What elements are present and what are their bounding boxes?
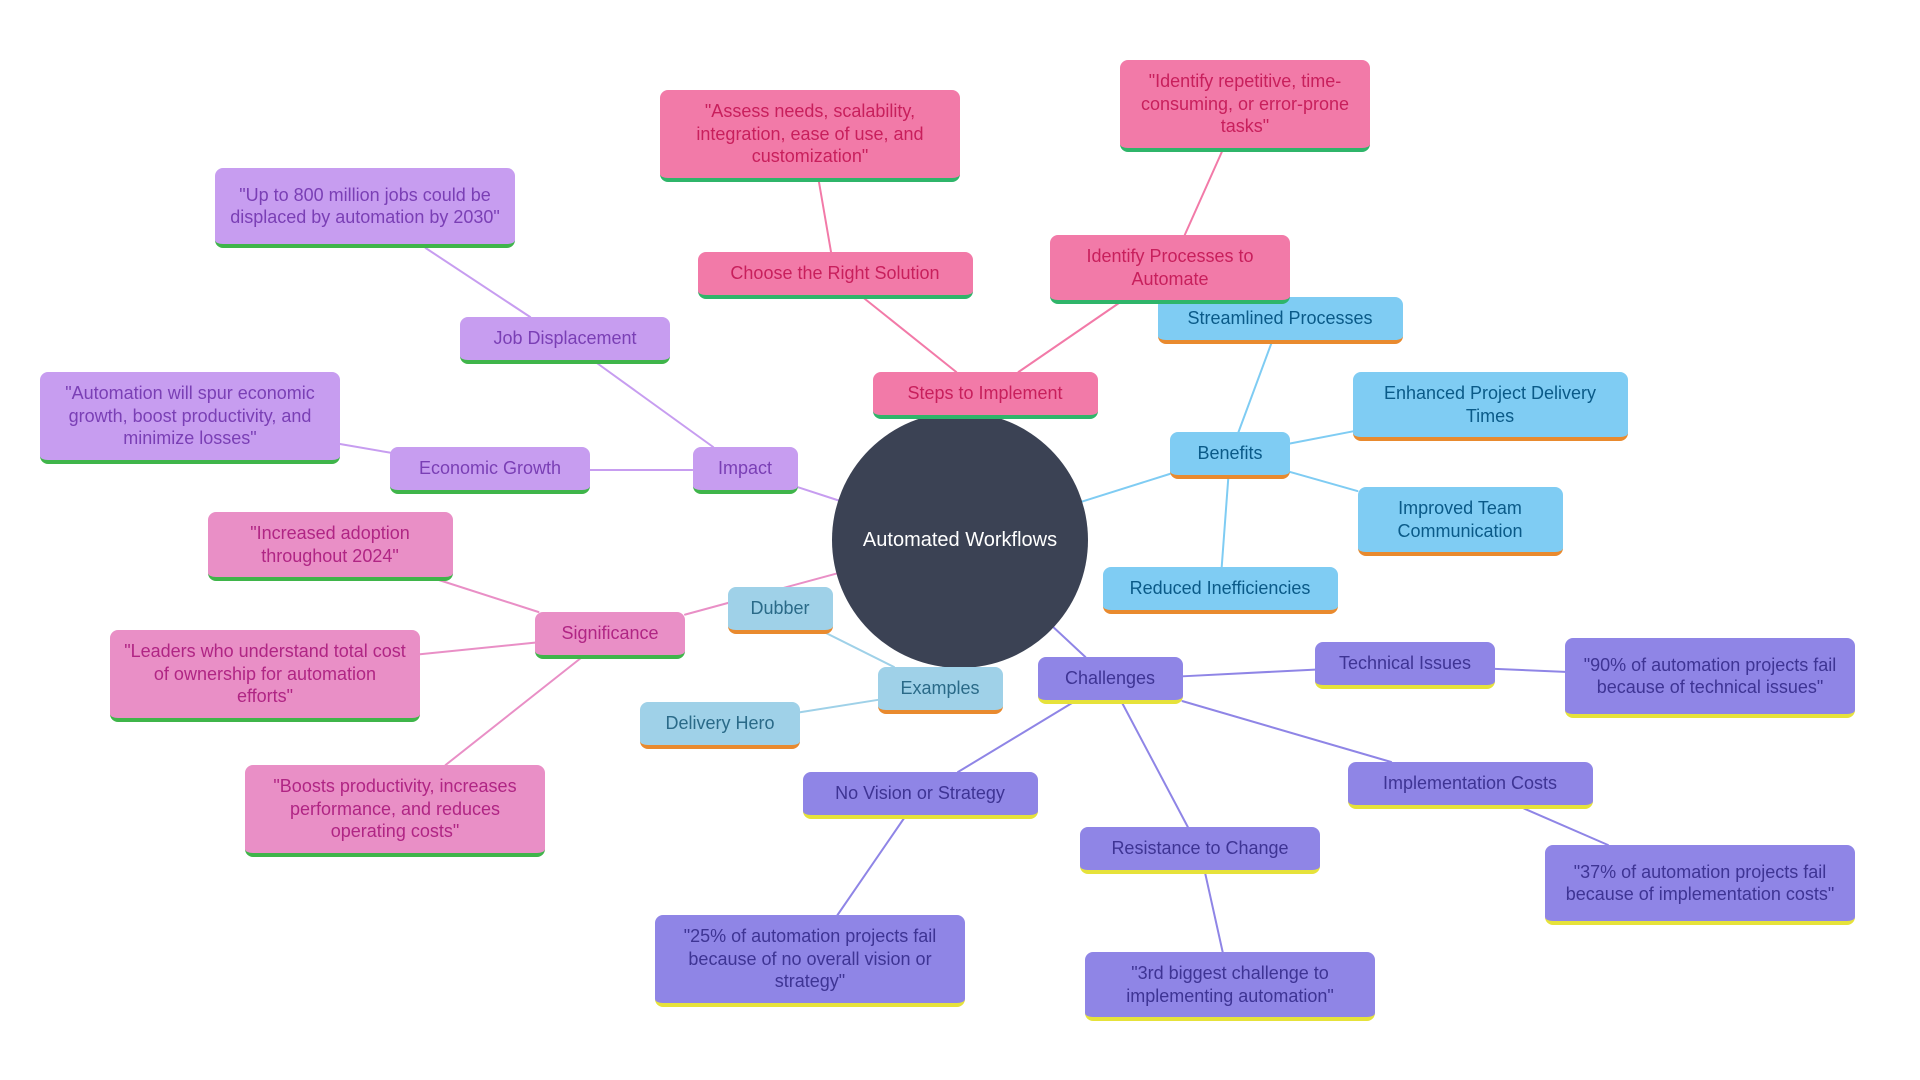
node-b_reduced: Reduced Inefficiencies — [1103, 567, 1338, 614]
node-b_delivery: Enhanced Project Delivery Times — [1353, 372, 1628, 441]
node-impact: Impact — [693, 447, 798, 494]
node-significance: Significance — [535, 612, 685, 659]
node-st_choose: Choose the Right Solution — [698, 252, 973, 299]
node-i_disp_q: "Up to 800 million jobs could be displac… — [215, 168, 515, 248]
node-st_choose_q: "Assess needs, scalability, integration,… — [660, 90, 960, 182]
node-challenges: Challenges — [1038, 657, 1183, 704]
node-c_tech_q: "90% of automation projects fail because… — [1565, 638, 1855, 718]
node-examples: Examples — [878, 667, 1003, 714]
node-steps: Steps to Implement — [873, 372, 1098, 419]
center-node: Automated Workflows — [832, 412, 1088, 668]
node-st_identify_q: "Identify repetitive, time-consuming, or… — [1120, 60, 1370, 152]
node-c_vision: No Vision or Strategy — [803, 772, 1038, 819]
node-e_dubber: Dubber — [728, 587, 833, 634]
center-label: Automated Workflows — [863, 527, 1057, 553]
node-s_tco: "Leaders who understand total cost of ow… — [110, 630, 420, 722]
mindmap-canvas: Automated Workflows BenefitsStreamlined … — [0, 0, 1920, 1080]
node-c_resist: Resistance to Change — [1080, 827, 1320, 874]
node-e_dhero: Delivery Hero — [640, 702, 800, 749]
node-s_boost: "Boosts productivity, increases performa… — [245, 765, 545, 857]
node-b_comm: Improved Team Communication — [1358, 487, 1563, 556]
node-benefits: Benefits — [1170, 432, 1290, 479]
node-c_vision_q: "25% of automation projects fail because… — [655, 915, 965, 1007]
node-s_adopt: "Increased adoption throughout 2024" — [208, 512, 453, 581]
node-c_impl: Implementation Costs — [1348, 762, 1593, 809]
node-i_econ_q: "Automation will spur economic growth, b… — [40, 372, 340, 464]
node-i_disp: Job Displacement — [460, 317, 670, 364]
node-i_econ: Economic Growth — [390, 447, 590, 494]
node-st_identify: Identify Processes to Automate — [1050, 235, 1290, 304]
node-c_resist_q: "3rd biggest challenge to implementing a… — [1085, 952, 1375, 1021]
node-c_tech: Technical Issues — [1315, 642, 1495, 689]
node-c_impl_q: "37% of automation projects fail because… — [1545, 845, 1855, 925]
